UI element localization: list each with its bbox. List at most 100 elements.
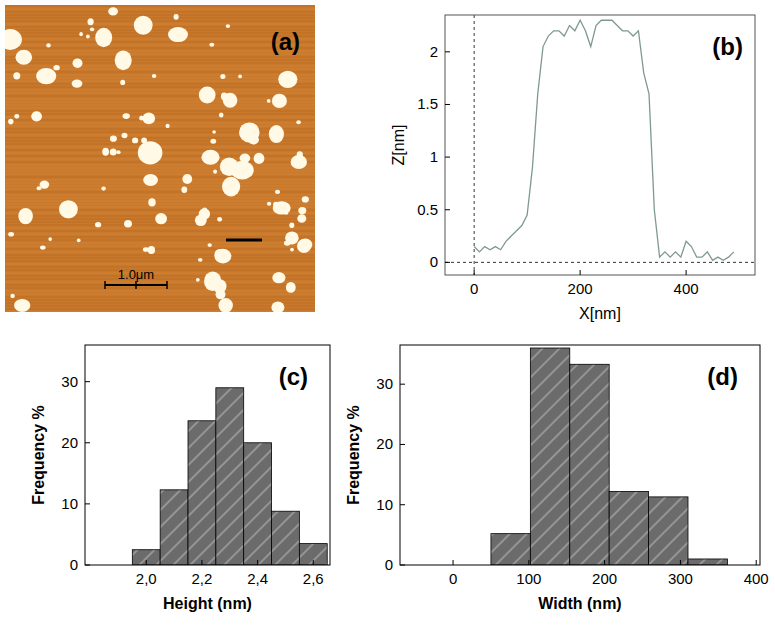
island (204, 272, 221, 292)
scan-line (5, 254, 315, 256)
scan-line (5, 269, 315, 271)
scan-line (5, 35, 315, 37)
scan-line (5, 44, 315, 46)
island (14, 114, 19, 119)
island (5, 29, 22, 50)
scan-line (5, 290, 315, 292)
island (222, 177, 240, 197)
island (220, 158, 239, 176)
scan-line (5, 26, 315, 28)
x-tick-label: 2,6 (303, 570, 324, 587)
y-tick-label: 0 (385, 556, 393, 573)
scale-bar-tick (166, 281, 168, 289)
x-tick (474, 270, 475, 275)
scan-line (5, 188, 315, 190)
scan-line (5, 209, 315, 211)
scan-line (5, 278, 315, 280)
island (18, 208, 33, 224)
island (202, 207, 207, 211)
island (201, 150, 219, 165)
island (217, 217, 222, 222)
scan-line (5, 8, 315, 10)
scan-line (5, 125, 315, 127)
scan-line (5, 62, 315, 64)
scan-line (5, 224, 315, 226)
scan-line (5, 173, 315, 175)
panel-letter: (a) (271, 28, 300, 55)
scan-line (5, 143, 315, 145)
y-tick (85, 381, 90, 382)
bar (216, 388, 244, 565)
island (13, 72, 20, 79)
scan-line (5, 83, 315, 85)
island (95, 222, 101, 227)
island (124, 220, 132, 228)
scan-line (5, 305, 315, 307)
scan-line (5, 65, 315, 67)
scan-line (5, 287, 315, 289)
scan-line (5, 191, 315, 193)
y-tick-label: 30 (376, 375, 393, 392)
bar (132, 550, 160, 565)
island (101, 187, 106, 191)
island (46, 43, 51, 47)
island (254, 153, 265, 164)
y-tick (85, 442, 90, 443)
scan-line (5, 176, 315, 178)
island (273, 202, 278, 208)
scan-line (5, 89, 315, 91)
island (88, 18, 94, 25)
island (40, 246, 46, 250)
scan-line (5, 194, 315, 196)
panel-letter: (d) (707, 363, 738, 390)
scan-line (5, 236, 315, 238)
y-tick-label: 1.5 (417, 95, 438, 112)
y-tick-label: 0 (430, 253, 438, 270)
x-axis-title: Width (nm) (538, 595, 621, 612)
island (31, 111, 42, 121)
island (15, 50, 32, 65)
bar (160, 490, 188, 565)
y-tick-label: 20 (61, 434, 78, 451)
frame (445, 15, 755, 275)
bar (530, 348, 569, 565)
scan-line (5, 242, 315, 244)
island (90, 28, 95, 32)
scan-line (5, 164, 315, 166)
x-tick-label: 400 (674, 280, 699, 297)
island (150, 155, 154, 158)
x-tick (257, 560, 258, 565)
scan-line (5, 275, 315, 277)
island (143, 174, 158, 186)
scan-line (5, 104, 315, 106)
island (269, 125, 284, 143)
scan-line (5, 47, 315, 49)
island (275, 190, 280, 194)
x-tick (686, 270, 687, 275)
island (148, 198, 155, 206)
island (95, 28, 112, 47)
island (291, 155, 307, 169)
island (139, 115, 144, 120)
island (297, 214, 306, 223)
island (123, 113, 130, 119)
island (212, 130, 216, 133)
x-tick (680, 560, 681, 565)
island (286, 282, 296, 293)
island (226, 24, 230, 28)
island (122, 133, 128, 139)
x-tick-label: 2,4 (247, 570, 268, 587)
scan-line (5, 122, 315, 124)
island (272, 94, 287, 108)
scan-line (5, 119, 315, 121)
scan-line (5, 29, 315, 31)
x-tick (756, 560, 757, 565)
island (267, 99, 271, 103)
x-tick-label: 0 (470, 280, 478, 297)
bar (299, 544, 327, 565)
bar (491, 534, 530, 565)
scan-line (5, 134, 315, 136)
reference-line (474, 15, 475, 275)
bar (244, 443, 272, 565)
island (152, 74, 157, 78)
